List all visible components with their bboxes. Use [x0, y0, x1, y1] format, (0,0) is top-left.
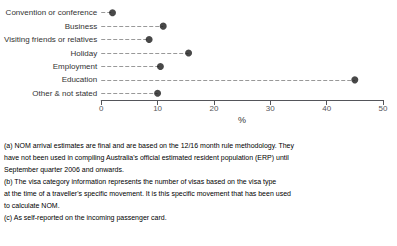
svg-text:40: 40 — [322, 104, 331, 113]
svg-text:Holiday: Holiday — [71, 49, 98, 58]
svg-text:(c) As self-reported on the in: (c) As self-reported on the incoming pas… — [4, 214, 167, 222]
svg-text:%: % — [238, 115, 246, 125]
svg-text:Employment: Employment — [53, 62, 98, 71]
svg-text:Convention or conference: Convention or conference — [6, 8, 98, 17]
svg-text:(a) NOM arrival estimates are: (a) NOM arrival estimates are final and … — [4, 142, 295, 150]
svg-text:September quarter 2006 and onw: September quarter 2006 and onwards. — [4, 166, 124, 174]
svg-text:to calculate NOM.: to calculate NOM. — [4, 202, 60, 209]
svg-text:30: 30 — [266, 104, 275, 113]
svg-text:(b) The visa category informat: (b) The visa category information repres… — [4, 178, 276, 186]
svg-text:Education: Education — [62, 75, 98, 84]
svg-text:Other & not stated: Other & not stated — [32, 89, 97, 98]
svg-text:Visiting friends or relatives: Visiting friends or relatives — [4, 35, 97, 44]
svg-text:10: 10 — [153, 104, 162, 113]
svg-text:at the time of a traveller's s: at the time of a traveller's specific mo… — [4, 190, 291, 198]
svg-text:have not been used in compilin: have not been used in compiling Australi… — [4, 154, 289, 162]
svg-text:20: 20 — [209, 104, 218, 113]
svg-text:Business: Business — [65, 22, 97, 31]
svg-text:0: 0 — [99, 104, 104, 113]
svg-text:50: 50 — [379, 104, 388, 113]
